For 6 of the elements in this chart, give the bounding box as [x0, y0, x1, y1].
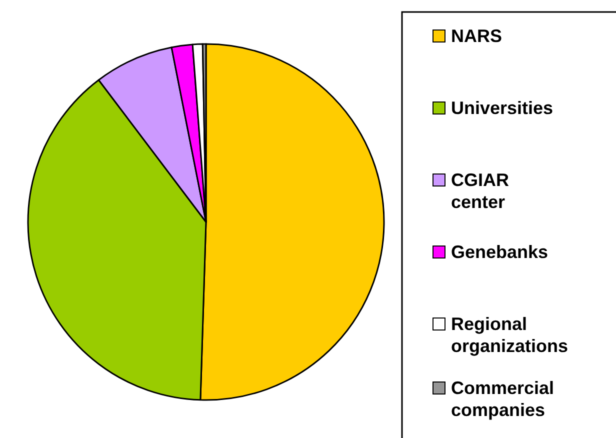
- legend-label: NARS: [451, 26, 502, 46]
- legend-label: CGIAR center: [451, 170, 509, 212]
- legend-label: Commercial companies: [451, 378, 554, 420]
- legend-label: Regional organizations: [451, 314, 568, 356]
- legend-label: Universities: [451, 98, 554, 118]
- legend-label: Genebanks: [451, 242, 548, 262]
